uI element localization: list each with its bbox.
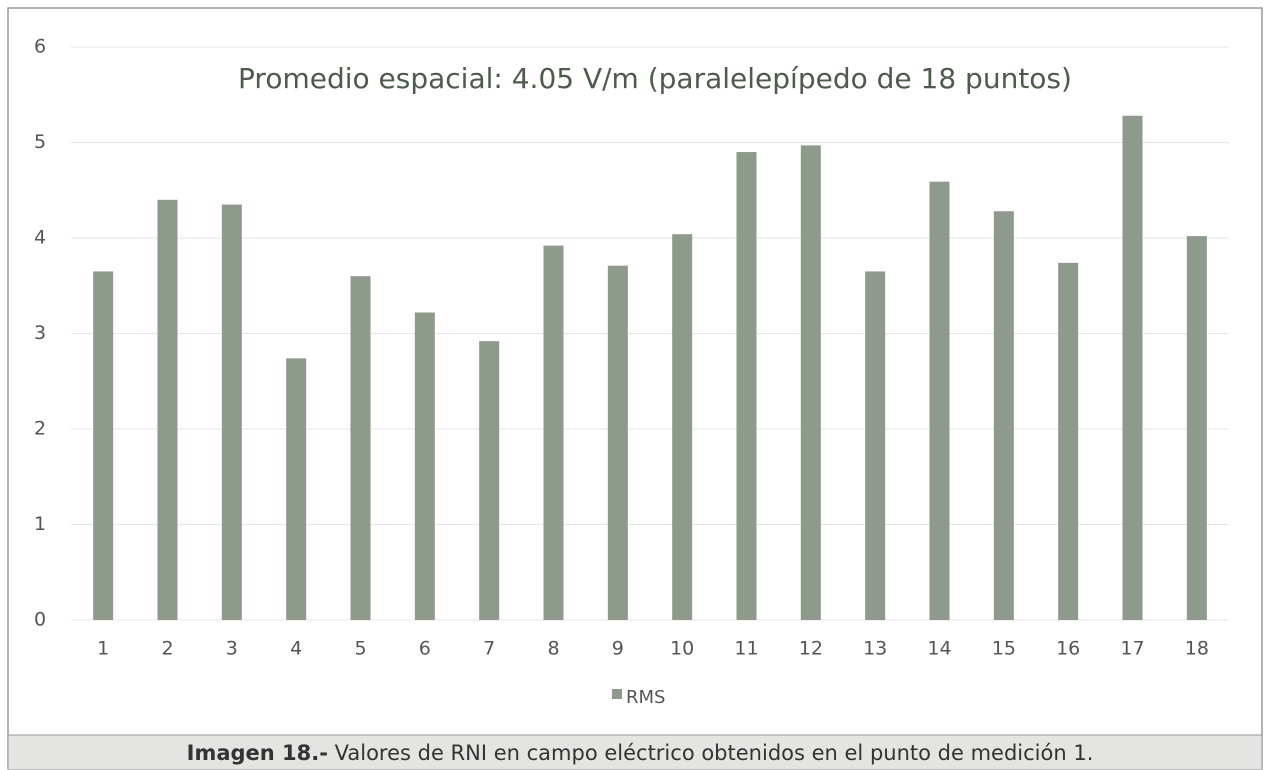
y-tick-label: 2 bbox=[34, 418, 46, 440]
y-tick-label: 3 bbox=[34, 322, 46, 344]
x-tick-label: 11 bbox=[734, 638, 758, 660]
x-tick-label: 16 bbox=[1056, 638, 1080, 660]
y-tick-label: 6 bbox=[34, 36, 46, 58]
bar bbox=[543, 245, 564, 620]
y-tick-label: 5 bbox=[34, 131, 46, 153]
bar bbox=[672, 234, 693, 620]
frame bbox=[7, 7, 1263, 769]
x-tick-label: 8 bbox=[547, 638, 559, 660]
bar bbox=[865, 271, 886, 620]
x-tick-label: 4 bbox=[290, 638, 302, 660]
x-tick-label: 7 bbox=[483, 638, 495, 660]
bar bbox=[607, 265, 628, 620]
caption: Imagen 18.- Valores de RNI en campo eléc… bbox=[187, 741, 1094, 765]
y-tick-label: 1 bbox=[34, 513, 46, 535]
bar bbox=[1058, 262, 1079, 620]
x-tick-label: 6 bbox=[419, 638, 431, 660]
x-tick-label: 2 bbox=[161, 638, 173, 660]
bar bbox=[929, 181, 950, 620]
legend-swatch bbox=[612, 689, 622, 699]
x-tick-label: 5 bbox=[354, 638, 366, 660]
bar bbox=[800, 145, 821, 621]
bar bbox=[221, 204, 242, 620]
legend-label: RMS bbox=[626, 687, 665, 708]
x-tick-label: 18 bbox=[1185, 638, 1209, 660]
bar bbox=[350, 276, 371, 620]
x-tick-label: 17 bbox=[1120, 638, 1144, 660]
x-tick-label: 3 bbox=[226, 638, 238, 660]
y-tick-label: 4 bbox=[34, 227, 46, 249]
caption-label: Imagen 18.- bbox=[187, 741, 328, 765]
y-tick-label: 0 bbox=[34, 609, 46, 631]
bar bbox=[479, 341, 500, 620]
bar bbox=[93, 271, 114, 620]
x-tick-label: 12 bbox=[799, 638, 823, 660]
x-tick-label: 1 bbox=[97, 638, 109, 660]
bar bbox=[736, 152, 757, 621]
bar bbox=[414, 312, 435, 620]
x-tick-label: 9 bbox=[612, 638, 624, 660]
bar bbox=[157, 199, 178, 621]
bar bbox=[1122, 115, 1143, 620]
caption-bar bbox=[7, 734, 1263, 770]
caption-text: Valores de RNI en campo eléctrico obteni… bbox=[328, 741, 1093, 765]
x-tick-label: 14 bbox=[927, 638, 951, 660]
x-tick-label: 10 bbox=[670, 638, 694, 660]
x-tick-label: 15 bbox=[992, 638, 1016, 660]
bar bbox=[1186, 236, 1207, 620]
bar bbox=[993, 211, 1014, 620]
chart-title: Promedio espacial: 4.05 V/m (paralelepíp… bbox=[238, 62, 1072, 95]
x-tick-label: 13 bbox=[863, 638, 887, 660]
bar bbox=[286, 358, 307, 620]
